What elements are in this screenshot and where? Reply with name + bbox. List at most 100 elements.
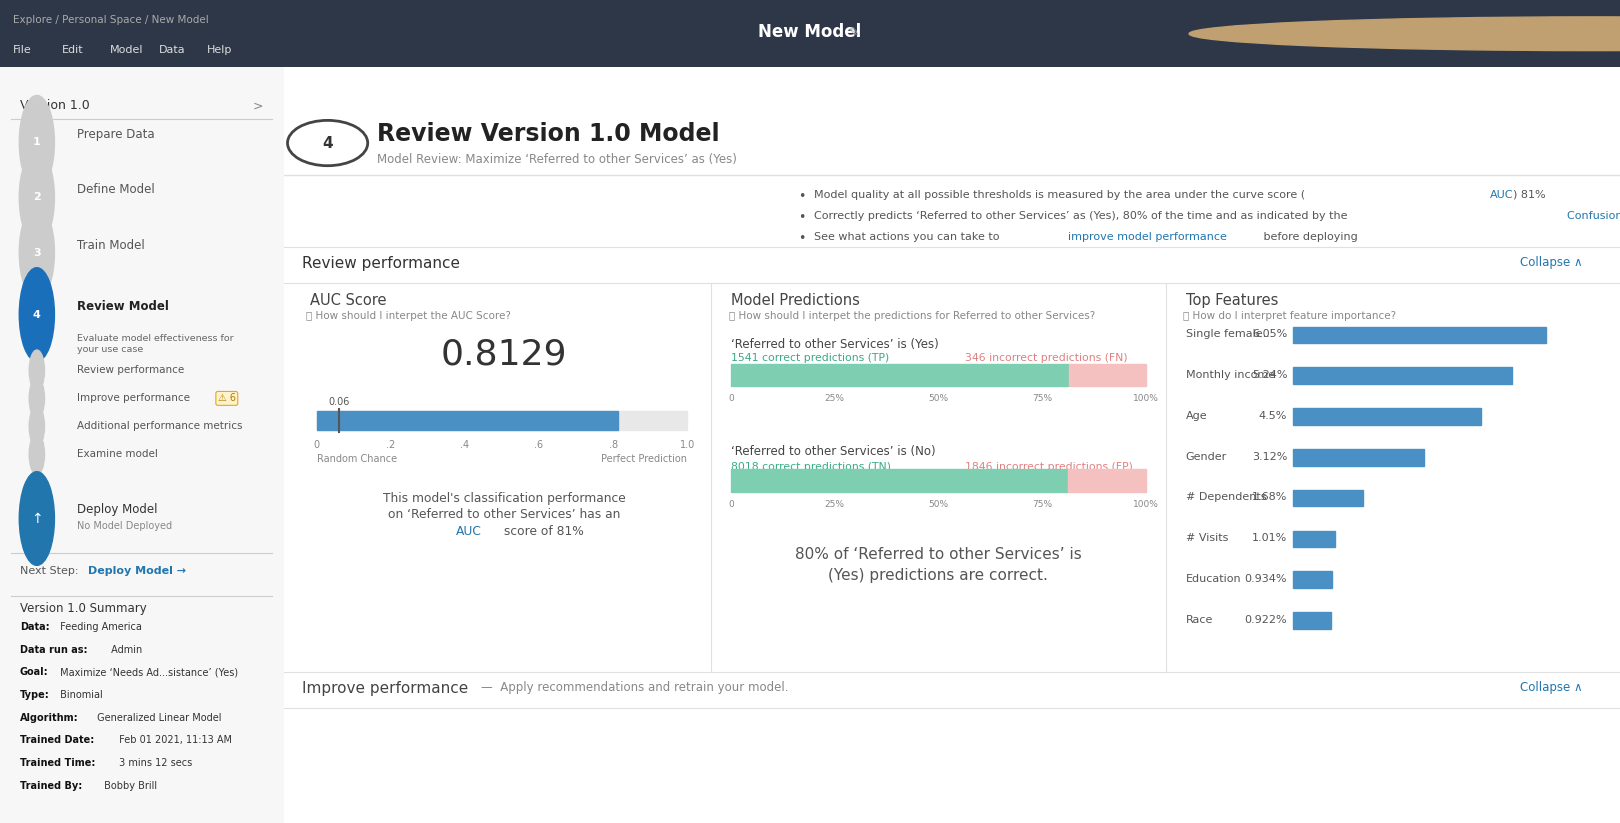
Text: on ‘Referred to other Services’ has an: on ‘Referred to other Services’ has an: [387, 509, 620, 521]
Text: ⓘ How do I interpret feature importance?: ⓘ How do I interpret feature importance?: [1183, 311, 1396, 321]
Text: Gender: Gender: [1186, 452, 1226, 462]
Text: Train Model: Train Model: [76, 239, 144, 252]
Text: 75%: 75%: [1032, 394, 1051, 403]
FancyBboxPatch shape: [1293, 571, 1332, 588]
Text: Admin: Admin: [109, 644, 143, 655]
Text: 0.922%: 0.922%: [1244, 615, 1288, 625]
Text: Data run as:: Data run as:: [19, 644, 87, 655]
Text: Review performance: Review performance: [76, 365, 183, 375]
Text: # Visits: # Visits: [1186, 533, 1228, 543]
Text: Goal:: Goal:: [19, 667, 49, 677]
Text: 0: 0: [729, 394, 734, 403]
FancyBboxPatch shape: [0, 67, 284, 823]
Text: Deploy Model: Deploy Model: [76, 503, 157, 516]
Text: Trained By:: Trained By:: [19, 781, 83, 791]
Text: Confusion Matrix: Confusion Matrix: [1567, 211, 1620, 221]
Text: Trained Time:: Trained Time:: [19, 758, 96, 768]
Text: See what actions you can take to: See what actions you can take to: [815, 232, 1003, 242]
Text: 4: 4: [32, 309, 40, 319]
Text: Data: Data: [159, 45, 185, 55]
Text: AUC Score: AUC Score: [311, 293, 387, 308]
Text: 3: 3: [32, 248, 40, 258]
Text: Review performance: Review performance: [303, 257, 460, 272]
Text: 1846 incorrect predictions (FP): 1846 incorrect predictions (FP): [966, 462, 1132, 472]
Circle shape: [19, 151, 55, 244]
Text: Define Model: Define Model: [76, 184, 154, 197]
Text: before deploying: before deploying: [1260, 232, 1358, 242]
Circle shape: [287, 120, 368, 165]
Text: Model: Model: [110, 45, 144, 55]
Text: .4: .4: [460, 440, 470, 450]
Circle shape: [19, 206, 55, 300]
Text: Correctly predicts ‘Referred to other Services’ as (Yes), 80% of the time and as: Correctly predicts ‘Referred to other Se…: [815, 211, 1351, 221]
Circle shape: [29, 406, 44, 447]
Text: 1541 correct predictions (TP): 1541 correct predictions (TP): [731, 353, 889, 363]
Text: Top Features: Top Features: [1186, 293, 1278, 308]
Text: 0: 0: [314, 440, 321, 450]
Text: Collapse ∧: Collapse ∧: [1520, 257, 1583, 269]
Text: Explore / Personal Space / New Model: Explore / Personal Space / New Model: [13, 15, 209, 25]
Text: 2: 2: [32, 193, 40, 202]
Text: Type:: Type:: [19, 690, 50, 700]
Text: ⓘ How should I interpet the predictions for Referred to other Services?: ⓘ How should I interpet the predictions …: [729, 311, 1095, 321]
Circle shape: [19, 95, 55, 189]
Text: 75%: 75%: [1032, 500, 1051, 509]
Text: Binomial: Binomial: [57, 690, 102, 700]
Text: Review Version 1.0 Model: Review Version 1.0 Model: [377, 122, 719, 146]
Text: Generalized Linear Model: Generalized Linear Model: [94, 713, 220, 723]
Text: •: •: [799, 190, 805, 203]
Text: 50%: 50%: [928, 500, 948, 509]
FancyBboxPatch shape: [0, 0, 1620, 67]
Text: Examine model: Examine model: [76, 449, 157, 459]
Text: —  Apply recommendations and retrain your model.: — Apply recommendations and retrain your…: [481, 681, 789, 694]
Text: Improve performance: Improve performance: [303, 681, 468, 696]
Text: 4: 4: [322, 136, 334, 151]
Text: 3.12%: 3.12%: [1252, 452, 1288, 462]
Text: 25%: 25%: [825, 394, 844, 403]
Circle shape: [29, 378, 44, 419]
Text: Feb 01 2021, 11:13 AM: Feb 01 2021, 11:13 AM: [115, 736, 232, 746]
Text: 100%: 100%: [1132, 500, 1158, 509]
Text: Monthly income: Monthly income: [1186, 370, 1275, 380]
Text: Trained Date:: Trained Date:: [19, 736, 94, 746]
Text: Single female...: Single female...: [1186, 329, 1273, 339]
FancyBboxPatch shape: [1293, 490, 1362, 506]
FancyBboxPatch shape: [731, 364, 1069, 386]
FancyBboxPatch shape: [731, 469, 1068, 492]
Text: 5.24%: 5.24%: [1252, 370, 1288, 380]
Text: 1.68%: 1.68%: [1252, 492, 1288, 502]
Text: 3 mins 12 secs: 3 mins 12 secs: [115, 758, 191, 768]
Text: Improve performance: Improve performance: [76, 393, 190, 403]
Text: Race: Race: [1186, 615, 1213, 625]
Text: .8: .8: [609, 440, 617, 450]
Text: .2: .2: [386, 440, 395, 450]
FancyBboxPatch shape: [1293, 449, 1424, 466]
Circle shape: [29, 434, 44, 475]
Text: 0: 0: [729, 500, 734, 509]
Text: 1.0: 1.0: [679, 440, 695, 450]
Text: ⚠ 6: ⚠ 6: [217, 393, 237, 403]
Text: AUC: AUC: [455, 525, 481, 538]
Text: Algorithm:: Algorithm:: [19, 713, 78, 723]
Text: Version 1.0: Version 1.0: [19, 100, 89, 112]
Text: ⓘ How should I interpet the AUC Score?: ⓘ How should I interpet the AUC Score?: [306, 311, 510, 321]
Text: •: •: [799, 211, 805, 224]
FancyBboxPatch shape: [1069, 364, 1145, 386]
Text: Perfect Prediction: Perfect Prediction: [601, 454, 687, 464]
Text: Model Predictions: Model Predictions: [731, 293, 860, 308]
Text: Model Review: Maximize ‘Referred to other Services’ as (Yes): Model Review: Maximize ‘Referred to othe…: [377, 153, 737, 166]
Text: Random Chance: Random Chance: [318, 454, 397, 464]
Text: 0.8129: 0.8129: [441, 337, 567, 371]
Text: Feeding America: Feeding America: [57, 622, 141, 632]
FancyBboxPatch shape: [1293, 531, 1335, 547]
Text: Additional performance metrics: Additional performance metrics: [76, 421, 241, 431]
Text: 25%: 25%: [825, 500, 844, 509]
Text: (Yes) predictions are correct.: (Yes) predictions are correct.: [828, 568, 1048, 583]
Text: Help: Help: [207, 45, 233, 55]
Text: 0.06: 0.06: [329, 397, 350, 407]
Text: Model quality at all possible thresholds is measured by the area under the curve: Model quality at all possible thresholds…: [815, 190, 1306, 200]
FancyBboxPatch shape: [1293, 367, 1513, 384]
Text: ‘Referred to other Services’ is (No): ‘Referred to other Services’ is (No): [731, 445, 936, 458]
FancyBboxPatch shape: [318, 412, 687, 430]
Text: 1.01%: 1.01%: [1252, 533, 1288, 543]
